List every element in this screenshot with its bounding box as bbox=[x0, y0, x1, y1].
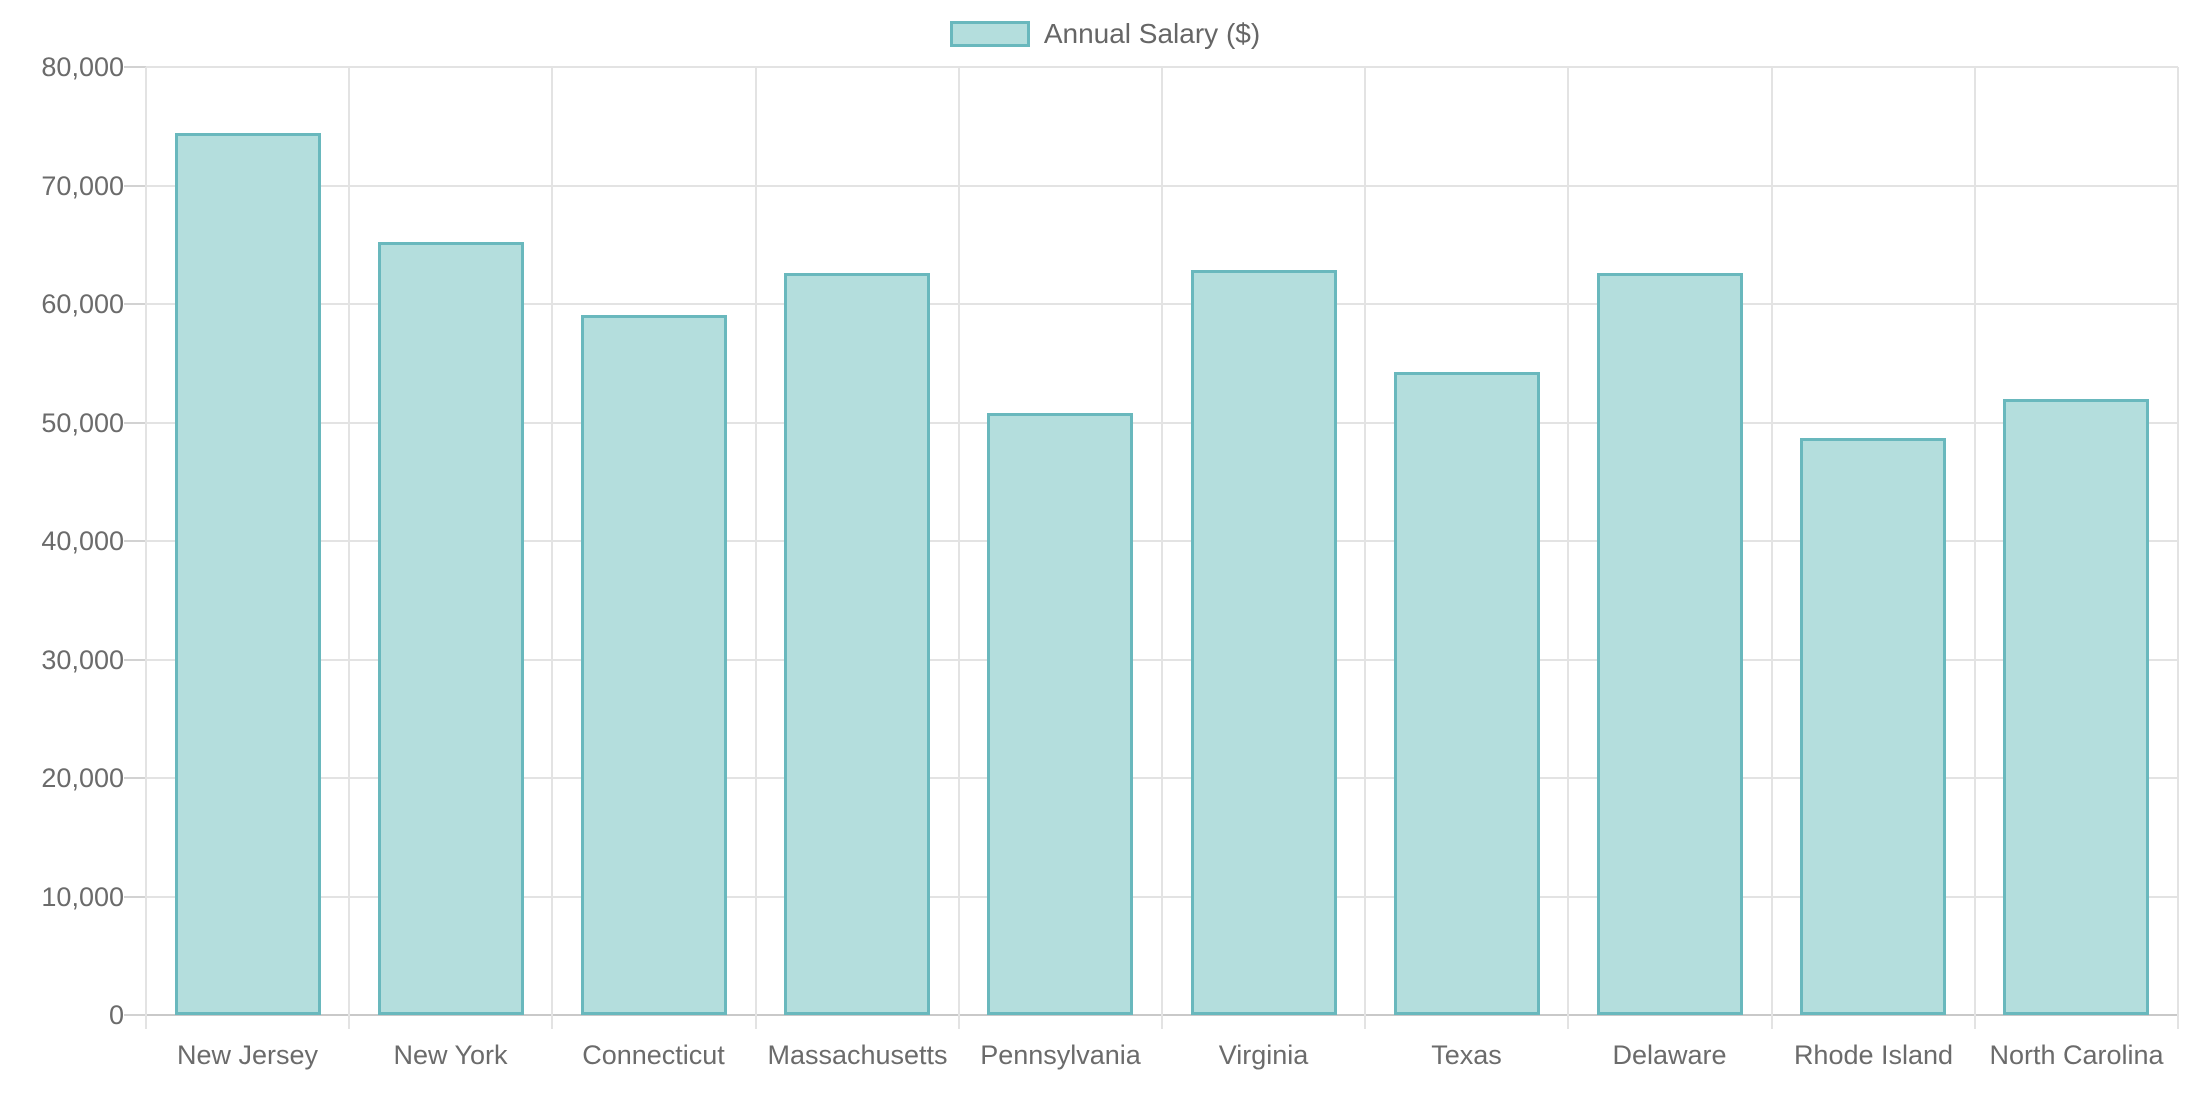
bar-virginia bbox=[1191, 270, 1337, 1015]
bar-new-jersey bbox=[175, 133, 321, 1015]
y-axis-tick-label: 50,000 bbox=[41, 407, 124, 438]
y-axis-tick-label: 80,000 bbox=[41, 52, 124, 82]
y-axis-tick-label: 0 bbox=[108, 1000, 124, 1030]
x-axis-label: Massachusetts bbox=[767, 1040, 948, 1070]
y-axis-tick-label: 70,000 bbox=[41, 170, 124, 201]
y-axis-tick bbox=[124, 1014, 146, 1016]
y-axis-tick-label: 10,000 bbox=[41, 881, 124, 912]
y-axis-tick bbox=[124, 421, 146, 424]
bar-massachusetts bbox=[784, 273, 930, 1015]
bar-connecticut bbox=[581, 315, 727, 1015]
vertical-gridline bbox=[1973, 67, 1976, 1029]
x-axis-label: North Carolina bbox=[1989, 1040, 2164, 1070]
x-axis-label: New York bbox=[393, 1040, 508, 1070]
y-axis-tick bbox=[124, 895, 146, 898]
bar-rhode-island bbox=[1800, 438, 1946, 1015]
y-axis-tick-label: 20,000 bbox=[41, 763, 124, 793]
x-axis-label: Delaware bbox=[1612, 1040, 1727, 1070]
x-axis-label: Rhode Island bbox=[1793, 1040, 1954, 1070]
bar-north-carolina bbox=[2003, 399, 2149, 1015]
y-axis-tick-label: 30,000 bbox=[41, 644, 124, 675]
y-axis-tick bbox=[124, 184, 146, 187]
x-axis-label: New Jersey bbox=[176, 1040, 319, 1070]
legend-swatch bbox=[949, 21, 1030, 47]
y-axis-tick-label: 40,000 bbox=[41, 526, 124, 556]
vertical-gridline bbox=[1567, 67, 1570, 1029]
bar-new-york bbox=[378, 242, 524, 1015]
y-axis-tick bbox=[124, 658, 146, 661]
vertical-gridline bbox=[957, 67, 960, 1029]
bar-delaware bbox=[1597, 273, 1743, 1015]
vertical-gridline bbox=[551, 67, 554, 1029]
vertical-gridline bbox=[1770, 67, 1773, 1029]
legend-label: Annual Salary ($) bbox=[1043, 18, 1261, 49]
legend[interactable]: Annual Salary ($) bbox=[0, 20, 2210, 48]
x-axis-label: Pennsylvania bbox=[980, 1040, 1141, 1070]
x-axis-label: Virginia bbox=[1218, 1040, 1309, 1070]
y-axis-tick bbox=[124, 303, 146, 305]
vertical-gridline bbox=[1161, 67, 1163, 1029]
vertical-gridline bbox=[2177, 67, 2179, 1029]
x-axis-label: Texas bbox=[1431, 1040, 1502, 1070]
y-axis-tick bbox=[124, 777, 146, 779]
bar-texas bbox=[1394, 372, 1540, 1015]
vertical-gridline bbox=[1364, 67, 1367, 1029]
y-axis-tick bbox=[124, 66, 146, 68]
bar-pennsylvania bbox=[987, 413, 1133, 1015]
x-axis-label: Connecticut bbox=[582, 1040, 725, 1070]
y-axis-tick-label: 60,000 bbox=[41, 289, 124, 319]
vertical-gridline bbox=[348, 67, 351, 1029]
y-axis-tick bbox=[124, 540, 146, 542]
vertical-gridline bbox=[754, 67, 757, 1029]
vertical-gridline bbox=[145, 67, 147, 1029]
